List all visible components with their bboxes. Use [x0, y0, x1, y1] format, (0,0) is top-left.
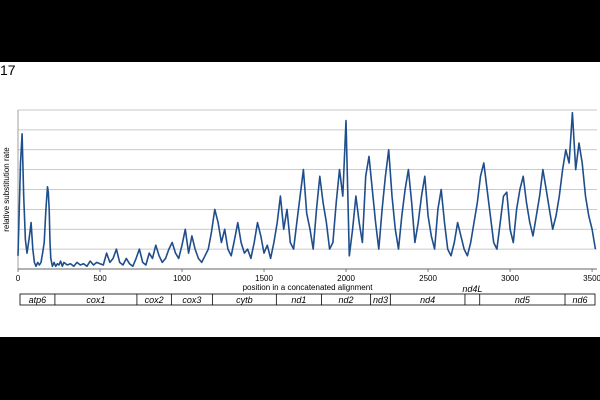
gene-label-cytb: cytb [236, 295, 253, 305]
panel-label: 17 [0, 62, 16, 78]
gene-label-nd1: nd1 [291, 295, 306, 305]
y-axis-label: relative substitution rate [2, 147, 11, 232]
gene-map: atp6 cox1 cox2 cox3 cytb nd1 nd2 nd3 nd4 nd4L nd5 n… [19, 284, 596, 306]
x-tick-label: 1000 [173, 274, 191, 283]
line-chart: 0 500 1000 1500 2000 2500 3000 3500 position in… [2, 109, 600, 306]
figure-canvas: 17 0 500 1000 1500 2000 2500 3000 3500 position… [0, 62, 600, 337]
series-polyline [17, 111, 597, 268]
gene-label-nd6: nd6 [572, 295, 587, 305]
gene-label-nd2: nd2 [339, 295, 354, 305]
gene-map-frame [19, 293, 596, 306]
x-tick-label: 3500 [583, 274, 600, 283]
gene-label-atp6: atp6 [29, 295, 47, 305]
x-tick-label: 3000 [501, 274, 519, 283]
x-tick-label: 2000 [337, 274, 355, 283]
x-tick-labels: 0 500 1000 1500 2000 2500 3000 3500 [16, 269, 600, 283]
gene-label-nd5: nd5 [515, 295, 531, 305]
x-tick-label: 500 [93, 274, 107, 283]
gene-label-nd4L: nd4L [462, 284, 482, 294]
gene-label-nd4: nd4 [420, 295, 435, 305]
gene-label-cox3: cox3 [182, 295, 201, 305]
gene-label-nd3: nd3 [373, 295, 388, 305]
series-line [17, 111, 597, 268]
x-tick-label: 1500 [255, 274, 273, 283]
grid-lines [18, 109, 597, 270]
x-axis-label: position in a concatenated alignment [243, 283, 374, 292]
x-tick-label: 0 [16, 274, 21, 283]
gene-label-cox1: cox1 [86, 295, 105, 305]
gene-label-cox2: cox2 [145, 295, 164, 305]
x-tick-label: 2500 [419, 274, 437, 283]
